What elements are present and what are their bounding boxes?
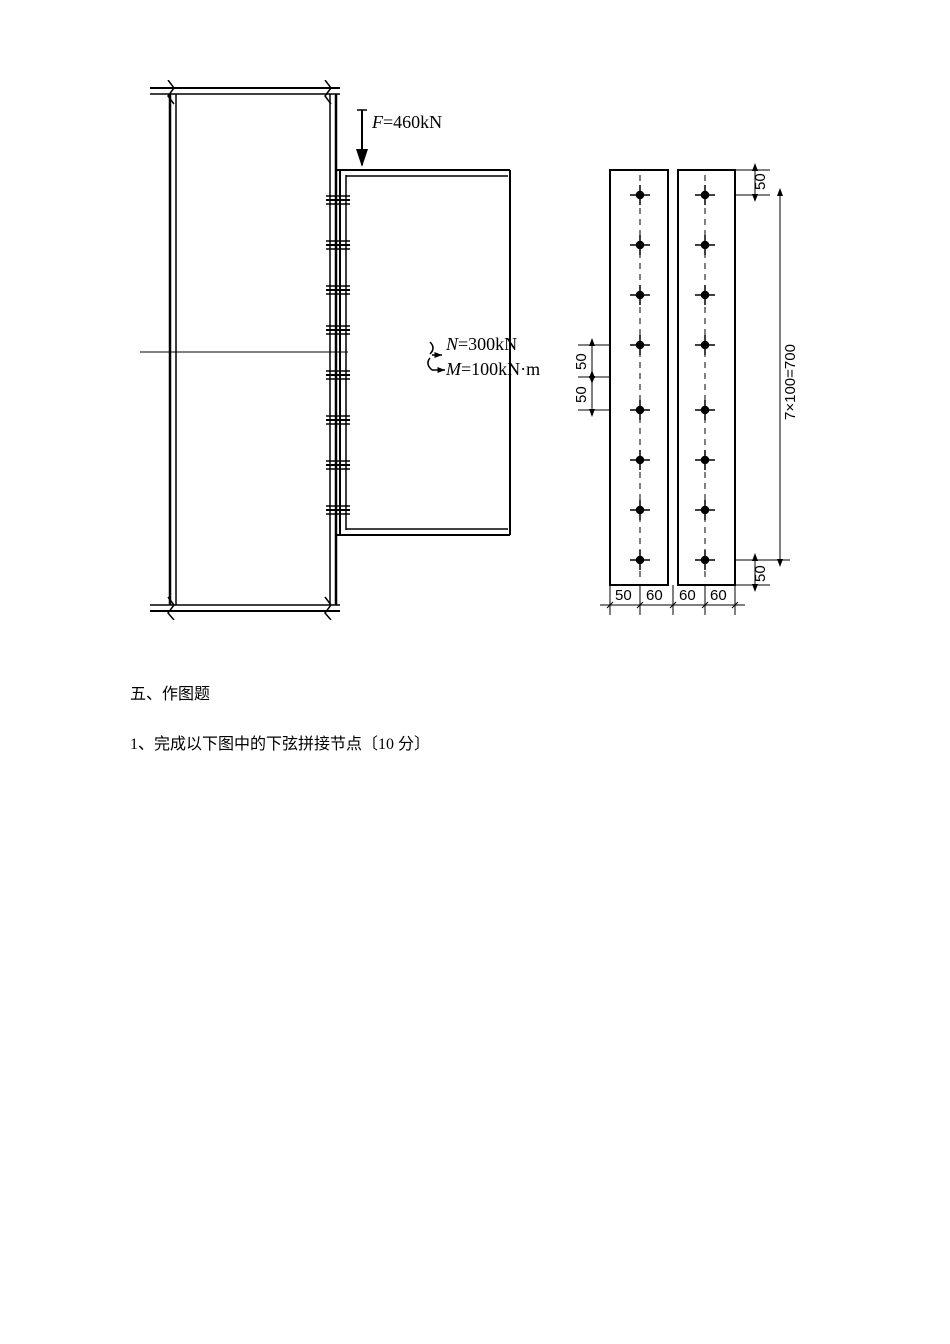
force-f-label: F=460kN bbox=[371, 112, 442, 132]
dim-h2: 60 bbox=[646, 587, 663, 604]
dim-top-edge: 50 bbox=[752, 173, 769, 190]
axial-n-label: N=300kN bbox=[445, 334, 517, 354]
dim-h3: 60 bbox=[679, 587, 696, 604]
dim-mid-top: 50 bbox=[573, 353, 590, 370]
dim-mid-bottom: 50 bbox=[573, 386, 590, 403]
dim-bottom-edge: 50 bbox=[752, 565, 769, 582]
moment-m-label: M=100kN·m bbox=[445, 359, 540, 379]
right-bolt-pattern-view: 50 7×100=700 50 50 50 bbox=[573, 170, 799, 615]
engineering-diagram: F=460kN N=300kN M=100kN·m bbox=[130, 80, 830, 620]
question-1-text: 1、完成以下图中的下弦拼接节点〔10 分〕 bbox=[130, 730, 830, 754]
diagram-svg: F=460kN N=300kN M=100kN·m bbox=[130, 80, 830, 620]
dim-h1: 50 bbox=[615, 587, 632, 604]
dim-h4: 60 bbox=[710, 587, 727, 604]
section-heading: 五、作图题 bbox=[130, 680, 830, 704]
dim-vert-spacing: 7×100=700 bbox=[782, 344, 799, 420]
